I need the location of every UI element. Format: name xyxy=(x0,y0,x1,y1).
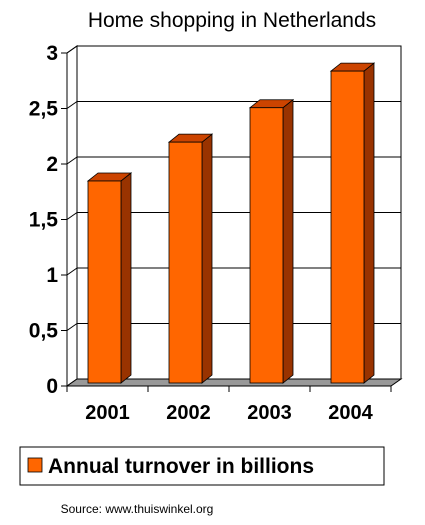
bar-side xyxy=(363,62,375,384)
y-tick-label: 0,5 xyxy=(29,320,59,343)
bar xyxy=(329,62,376,384)
y-tick-label: 1 xyxy=(46,264,58,287)
x-tick-label: 2004 xyxy=(328,402,373,424)
x-tick-label: 2002 xyxy=(166,402,211,424)
bar xyxy=(86,172,133,384)
bar xyxy=(248,98,295,384)
legend: Annual turnover in billions xyxy=(19,446,385,486)
bar xyxy=(167,133,214,384)
bar-side xyxy=(120,172,132,384)
y-tick-label: 1,5 xyxy=(29,209,59,232)
gridline-side xyxy=(66,323,78,331)
bar-side xyxy=(201,133,213,384)
bar-front xyxy=(249,107,284,384)
legend-label: Annual turnover in billions xyxy=(48,455,314,478)
gridline-side xyxy=(66,267,78,276)
x-axis-ticks: 2001 2002 2003 2004 xyxy=(66,386,392,424)
floor xyxy=(65,378,403,387)
y-tick-label: 2 xyxy=(46,153,58,176)
legend-swatch xyxy=(27,457,43,473)
legend-box xyxy=(19,446,385,486)
bars xyxy=(86,62,376,384)
y-tick-label: 0 xyxy=(46,375,58,398)
bar-front xyxy=(87,180,122,384)
bar-side xyxy=(282,98,294,384)
y-axis-ticks: 0 0,5 1 1,5 2 2,5 3 xyxy=(29,42,67,398)
x-tick-label: 2001 xyxy=(85,402,130,424)
gridline-side xyxy=(66,212,78,220)
gridline-side xyxy=(66,101,78,109)
bar-front xyxy=(330,70,365,384)
bar-front xyxy=(168,141,203,384)
gridline-side xyxy=(66,156,78,165)
gridline-side xyxy=(66,45,78,54)
source-note: Source: www.thuiswinkel.org xyxy=(61,502,214,516)
chart-title: Home shopping in Netherlands xyxy=(88,9,376,32)
y-tick-label: 3 xyxy=(46,42,58,65)
y-tick-label: 2,5 xyxy=(29,98,59,121)
x-tick-label: 2003 xyxy=(247,402,292,424)
